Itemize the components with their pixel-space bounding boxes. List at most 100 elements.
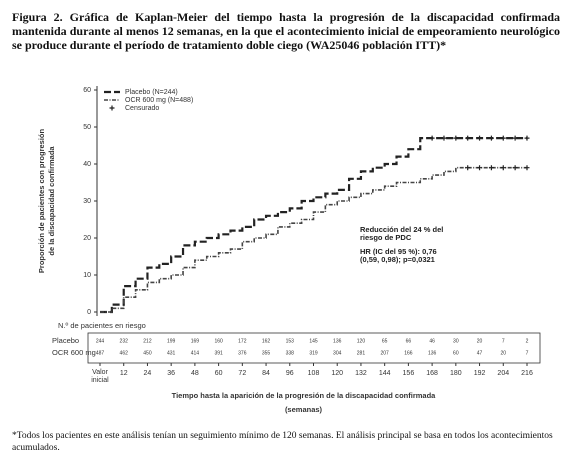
x-tick-label: 180 [450, 370, 462, 377]
censor-mark [477, 135, 483, 141]
x-tick-label: 12 [120, 370, 128, 377]
risk-count: 46 [429, 338, 435, 344]
censor-mark [488, 165, 494, 171]
risk-count: 7 [502, 338, 505, 344]
y-tick-label: 60 [83, 87, 91, 94]
x-tick-label: 84 [262, 370, 270, 377]
risk-count: 244 [96, 338, 105, 344]
x-axis-label: Tiempo hasta la aparición de la progresi… [172, 391, 437, 400]
censor-mark [453, 135, 459, 141]
risk-count: 232 [120, 338, 129, 344]
risk-count: 450 [143, 350, 152, 356]
risk-count: 431 [167, 350, 176, 356]
risk-count: 169 [191, 338, 200, 344]
y-tick-label: 30 [83, 198, 91, 205]
risk-count: 304 [333, 350, 342, 356]
x-tick-label: 156 [403, 370, 415, 377]
annotation: Reducción del 24 % del [360, 225, 443, 234]
x-tick-label: 120 [331, 370, 343, 377]
x-tick-label: 96 [286, 370, 294, 377]
censor-mark [500, 165, 506, 171]
risk-count: 65 [382, 338, 388, 344]
censor-mark [441, 135, 447, 141]
censor-mark [512, 165, 518, 171]
risk-count: 20 [477, 338, 483, 344]
km-line [100, 166, 527, 313]
y-tick-label: 10 [83, 272, 91, 279]
y-tick-label: 40 [83, 161, 91, 168]
risk-count: 7 [526, 350, 529, 356]
risk-count: 162 [262, 338, 271, 344]
risk-count: 20 [500, 350, 506, 356]
legend-label: Censurado [125, 105, 159, 112]
x-tick-label: 72 [238, 370, 246, 377]
risk-count: 355 [262, 350, 271, 356]
risk-count: 376 [238, 350, 247, 356]
risk-count: 30 [453, 338, 459, 344]
y-tick-label: 50 [83, 124, 91, 131]
risk-count: 2 [526, 338, 529, 344]
km-line [100, 137, 527, 314]
x-tick-label: 24 [144, 370, 152, 377]
annotation: (0,59, 0,98); p=0,0321 [360, 255, 435, 264]
censor-mark [488, 135, 494, 141]
x-tick-label: 36 [167, 370, 175, 377]
x-tick-label: 60 [215, 370, 223, 377]
risk-count: 207 [380, 350, 389, 356]
censor-mark [465, 165, 471, 171]
risk-count: 414 [191, 350, 200, 356]
censor-mark [524, 165, 530, 171]
footnote: *Todos los pacientes en este análisis te… [12, 431, 553, 453]
y-tick-label: 20 [83, 235, 91, 242]
risk-count: 391 [214, 350, 223, 356]
censor-mark [500, 135, 506, 141]
risk-count: 60 [453, 350, 459, 356]
x-tick-label: 192 [474, 370, 486, 377]
legend-censor [109, 105, 115, 111]
censor-mark [465, 135, 471, 141]
censor-mark [477, 165, 483, 171]
x-tick-label: 204 [497, 370, 509, 377]
risk-count: 166 [404, 350, 413, 356]
risk-count: 145 [309, 338, 318, 344]
risk-count: 487 [96, 350, 105, 356]
x-tick-label: 108 [308, 370, 320, 377]
risk-row-label: OCR 600 mg [52, 348, 96, 357]
x-tick-label: 216 [521, 370, 533, 377]
censor-mark [512, 135, 518, 141]
risk-count: 160 [214, 338, 223, 344]
risk-count: 199 [167, 338, 176, 344]
x-tick-label: 168 [426, 370, 438, 377]
risk-count: 47 [477, 350, 483, 356]
censor-mark [429, 135, 435, 141]
risk-count: 66 [406, 338, 412, 344]
risk-count: 120 [357, 338, 366, 344]
x-tick-label: 144 [379, 370, 391, 377]
risk-row-label: Placebo [52, 336, 79, 345]
risk-table-title: N.º de pacientes en riesgo [58, 321, 146, 330]
risk-count: 338 [286, 350, 295, 356]
legend-label: OCR 600 mg (N=488) [125, 97, 193, 104]
figure-title: Figura 2. Gráfica de Kaplan-Meier del ti… [12, 10, 560, 52]
x-axis-label: (semanas) [285, 405, 323, 414]
x-tick-label: 48 [191, 370, 199, 377]
annotation: HR (IC del 95 %): 0,76 [360, 247, 437, 256]
y-tick-label: 0 [87, 309, 91, 316]
risk-count: 153 [286, 338, 295, 344]
censor-mark [524, 135, 530, 141]
x-tick-label: 132 [355, 370, 367, 377]
y-axis-label: Proporción de pacientes con progresión [37, 128, 46, 273]
risk-count: 172 [238, 338, 247, 344]
x-tick-label: Valor inicial [91, 369, 109, 384]
risk-count: 462 [120, 350, 129, 356]
risk-count: 319 [309, 350, 318, 356]
risk-count: 136 [333, 338, 342, 344]
risk-count: 136 [428, 350, 437, 356]
y-axis-label: de la discapacidad confirmada [47, 146, 56, 256]
risk-count: 281 [357, 350, 366, 356]
annotation: riesgo de PDC [360, 233, 412, 242]
risk-count: 212 [143, 338, 152, 344]
legend-label: Placebo (N=244) [125, 89, 178, 96]
